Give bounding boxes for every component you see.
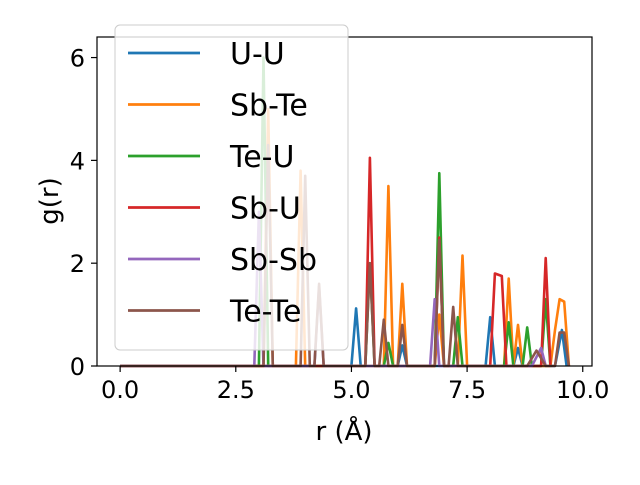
legend-entry: Te-U xyxy=(128,140,294,175)
x-tick-label: 2.5 xyxy=(217,376,255,404)
legend-label: Sb-Te xyxy=(230,89,308,124)
y-axis-label: g(r) xyxy=(35,177,65,224)
y-tick-label: 4 xyxy=(70,147,85,175)
x-tick-label: 0.0 xyxy=(101,376,139,404)
legend-label: Sb-U xyxy=(230,192,301,227)
legend: U-U Sb-Te Te-U Sb-U Sb-Sb Te-Te xyxy=(114,24,349,351)
y-tick-label: 0 xyxy=(70,353,85,381)
legend-label: Te-Te xyxy=(229,295,301,330)
x-tick-label: 5.0 xyxy=(332,376,370,404)
legend-box xyxy=(114,24,349,351)
legend-entry: Sb-U xyxy=(128,192,301,227)
x-tick-label: 10.0 xyxy=(556,376,609,404)
x-axis-label: r (Å) xyxy=(315,415,372,447)
legend-label: Te-U xyxy=(229,140,294,175)
y-tick-label: 6 xyxy=(70,45,85,73)
legend-entry: Sb-Te xyxy=(128,89,308,124)
legend-entry: U-U xyxy=(128,37,285,72)
x-tick-label: 7.5 xyxy=(448,376,486,404)
legend-label: U-U xyxy=(230,37,285,72)
legend-entry: Sb-Sb xyxy=(128,243,317,278)
y-tick-label: 2 xyxy=(70,250,85,278)
legend-label: Sb-Sb xyxy=(230,243,317,278)
legend-entry: Te-Te xyxy=(128,295,301,330)
ticks-layer: 0.0 2.5 5.0 7.5 10.0 0 2 4 6 xyxy=(70,45,610,404)
